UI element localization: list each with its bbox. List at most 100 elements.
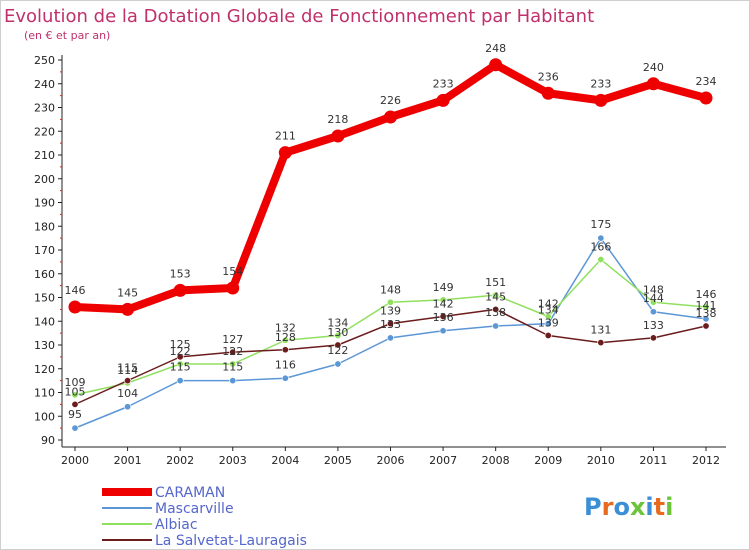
- data-label: 226: [380, 94, 401, 107]
- data-point: [229, 360, 237, 368]
- data-label: 233: [433, 77, 454, 90]
- x-tick-label: 2009: [534, 454, 562, 467]
- proxiti-logo: Proxiti: [584, 493, 673, 521]
- data-point: [492, 291, 500, 299]
- data-point: [386, 298, 394, 306]
- svg-text:Proxiti: Proxiti: [584, 493, 673, 521]
- y-tick-label: 130: [34, 339, 55, 352]
- data-label: 109: [65, 376, 86, 389]
- data-point: [544, 320, 552, 328]
- y-tick-label: 90: [41, 434, 55, 447]
- data-point: [71, 391, 79, 399]
- data-label: 122: [327, 344, 348, 357]
- data-point: [649, 298, 657, 306]
- data-label: 132: [275, 321, 296, 334]
- data-label: 133: [380, 318, 401, 331]
- y-tick-label: 180: [34, 220, 55, 233]
- data-label: 211: [275, 130, 296, 143]
- data-point: [124, 377, 132, 385]
- data-label: 234: [696, 75, 717, 88]
- data-label: 136: [433, 311, 454, 324]
- data-point: [489, 58, 503, 72]
- data-point: [492, 305, 500, 313]
- y-tick-label: 240: [34, 78, 55, 91]
- data-label: 148: [380, 283, 401, 296]
- legend-label: CARAMAN: [155, 485, 225, 501]
- data-point: [281, 374, 289, 382]
- chart-title: Evolution de la Dotation Globale de Fonc…: [4, 6, 594, 27]
- data-label: 154: [222, 265, 243, 278]
- data-label: 138: [485, 306, 506, 319]
- data-label: 131: [590, 324, 611, 337]
- x-tick-label: 2003: [219, 454, 247, 467]
- data-label: 144: [643, 292, 664, 305]
- data-label: 139: [380, 305, 401, 318]
- data-label: 122: [170, 345, 191, 358]
- data-label: 141: [696, 299, 717, 312]
- data-point: [334, 360, 342, 368]
- y-tick-label: 200: [34, 173, 55, 186]
- data-point: [176, 360, 184, 368]
- data-point: [331, 129, 345, 143]
- x-tick-label: 2008: [482, 454, 510, 467]
- data-label: 218: [327, 113, 348, 126]
- data-label: 138: [696, 307, 717, 320]
- y-tick-label: 250: [34, 54, 55, 67]
- data-label: 146: [65, 284, 86, 297]
- y-tick-label: 160: [34, 268, 55, 281]
- legend-label: Mascarville: [155, 501, 234, 517]
- data-point: [702, 322, 710, 330]
- data-label: 133: [643, 319, 664, 332]
- data-label: 116: [275, 358, 296, 371]
- data-label: 134: [327, 317, 348, 330]
- data-point: [71, 424, 79, 432]
- data-point: [124, 403, 132, 411]
- data-label: 148: [643, 283, 664, 296]
- x-tick-label: 2011: [639, 454, 667, 467]
- data-point: [597, 234, 605, 242]
- x-tick-label: 2006: [377, 454, 405, 467]
- data-point: [386, 320, 394, 328]
- data-label: 145: [485, 290, 506, 303]
- y-tick-label: 190: [34, 197, 55, 210]
- data-label: 240: [643, 61, 664, 74]
- x-tick-label: 2007: [429, 454, 457, 467]
- x-tick-label: 2012: [692, 454, 720, 467]
- data-label: 127: [222, 333, 243, 346]
- data-point: [229, 377, 237, 385]
- data-point: [649, 334, 657, 342]
- data-label: 149: [433, 281, 454, 294]
- y-tick-label: 230: [34, 102, 55, 115]
- data-point: [176, 353, 184, 361]
- legend-label: La Salvetat-Lauragais: [155, 533, 307, 549]
- data-point: [278, 146, 292, 160]
- x-tick-label: 2004: [271, 454, 299, 467]
- data-point: [281, 346, 289, 354]
- data-point: [334, 341, 342, 349]
- data-label: 145: [117, 286, 138, 299]
- y-tick-label: 140: [34, 315, 55, 328]
- data-point: [702, 315, 710, 323]
- y-tick-label: 210: [34, 149, 55, 162]
- data-point: [597, 339, 605, 347]
- data-point: [492, 322, 500, 330]
- y-tick-label: 110: [34, 387, 55, 400]
- data-point: [176, 377, 184, 385]
- y-tick-label: 170: [34, 244, 55, 257]
- data-point: [226, 281, 240, 295]
- data-point: [436, 93, 450, 107]
- x-tick-label: 2002: [166, 454, 194, 467]
- data-point: [121, 302, 135, 316]
- data-point: [702, 303, 710, 311]
- series-layer: [68, 58, 713, 432]
- x-tick-label: 2010: [587, 454, 615, 467]
- data-point: [594, 93, 608, 107]
- data-label: 175: [590, 218, 611, 231]
- y-tick-label: 100: [34, 410, 55, 423]
- data-label: 153: [170, 267, 191, 280]
- data-point: [544, 331, 552, 339]
- data-label: 122: [222, 345, 243, 358]
- data-point: [699, 91, 713, 105]
- x-tick-label: 2005: [324, 454, 352, 467]
